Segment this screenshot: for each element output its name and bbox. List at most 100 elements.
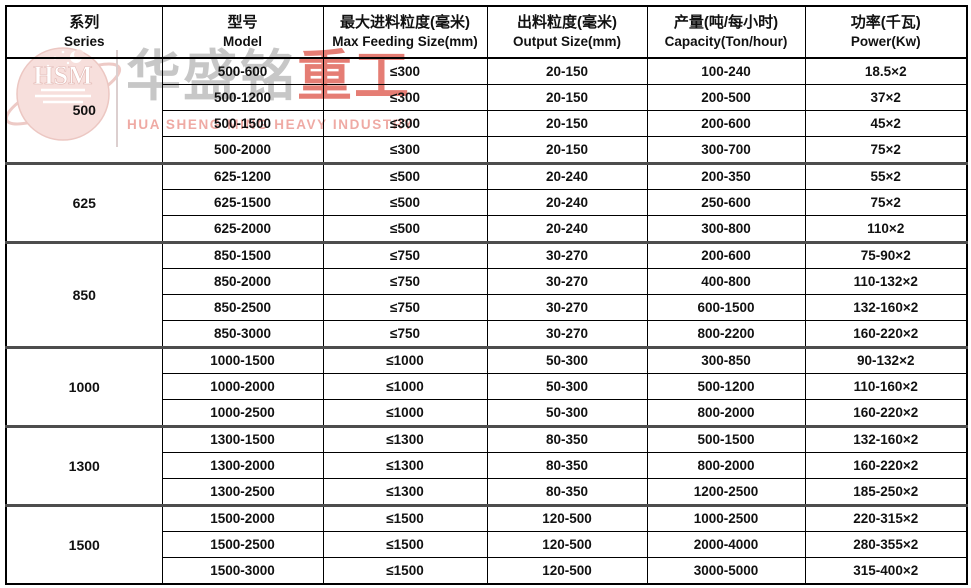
header-output: 出料粒度(毫米) Output Size(mm) [486, 5, 648, 59]
capacity-cell: 3000-5000 [646, 557, 806, 585]
output-cell: 20-150 [486, 83, 648, 112]
max-feeding-cell: ≤300 [322, 110, 488, 138]
capacity-cell: 200-600 [646, 110, 806, 138]
power-cell: 55×2 [804, 161, 968, 190]
capacity-cell: 400-800 [646, 267, 806, 296]
header-series: 系列 Series [5, 5, 163, 59]
capacity-cell: 100-240 [646, 57, 806, 85]
series-cell: 1000 [5, 345, 163, 427]
series-cell: 500 [5, 57, 163, 164]
table-row: 1000 1000-1500 ≤1000 50-300 300-850 90-132×2 [5, 345, 968, 427]
header-capacity-en: Capacity(Ton/hour) [664, 33, 788, 49]
table-row: 1300-2000 ≤1300 80-350 800-2000 160-220×2 [6, 451, 968, 480]
capacity-cell: 250-600 [646, 188, 806, 217]
series-cell: 625 [5, 161, 163, 243]
table-row: 850-2500 ≤750 30-270 600-1500 132-160×2 [6, 294, 968, 322]
model-cell: 1000-1500 [161, 345, 324, 375]
max-feeding-cell: ≤750 [322, 267, 488, 296]
max-feeding-cell: ≤1000 [322, 345, 488, 375]
series-cell: 1500 [5, 503, 163, 585]
model-cell: 850-1500 [161, 240, 324, 269]
table-row: 850-2000 ≤750 30-270 400-800 110-132×2 [6, 267, 968, 296]
model-cell: 625-1500 [161, 188, 324, 217]
output-cell: 20-150 [486, 110, 648, 138]
output-cell: 50-300 [486, 373, 648, 401]
power-cell: 75-90×2 [804, 240, 968, 269]
table-row: 625-2000 ≤500 20-240 300-800 110×2 [6, 215, 968, 243]
header-series-en: Series [63, 33, 105, 49]
header-power-cn: 功率(千瓦) [850, 14, 921, 32]
power-cell: 160-220×2 [804, 399, 968, 427]
series-cell: 850 [5, 240, 163, 348]
header-model-cn: 型号 [227, 14, 258, 32]
table-row: 1500-3000 ≤1500 120-500 3000-5000 315-400×2 [6, 557, 968, 585]
header-power-en: Power(Kw) [850, 33, 921, 49]
power-cell: 132-160×2 [804, 424, 968, 453]
header-output-cn: 出料粒度(毫米) [517, 14, 617, 32]
model-cell: 850-3000 [161, 320, 324, 348]
max-feeding-cell: ≤1500 [322, 530, 488, 559]
table-row: 500 500-600 ≤300 20-150 100-240 18.5×2 [5, 57, 968, 164]
max-feeding-cell: ≤1000 [322, 399, 488, 427]
header-model-en: Model [223, 33, 262, 49]
max-feeding-cell: ≤750 [322, 294, 488, 322]
model-cell: 1500-3000 [161, 557, 324, 585]
model-cell: 850-2500 [161, 294, 324, 322]
power-cell: 280-355×2 [804, 530, 968, 559]
capacity-cell: 300-850 [646, 345, 806, 375]
model-cell: 500-1200 [161, 83, 324, 112]
max-feeding-cell: ≤750 [322, 320, 488, 348]
power-cell: 315-400×2 [804, 557, 968, 585]
max-feeding-cell: ≤300 [322, 136, 488, 164]
power-cell: 160-220×2 [804, 320, 968, 348]
header-capacity-cn: 产量(吨/每小时) [673, 14, 779, 32]
spec-table: 系列 Series 型号 Model 最大进料粒度(毫米) Max Feedin… [5, 5, 968, 585]
power-cell: 132-160×2 [804, 294, 968, 322]
output-cell: 120-500 [486, 557, 648, 585]
model-cell: 625-2000 [161, 215, 324, 243]
capacity-cell: 300-800 [646, 215, 806, 243]
header-max-feeding-en: Max Feeding Size(mm) [332, 33, 478, 49]
capacity-cell: 1000-2500 [646, 503, 806, 532]
power-cell: 185-250×2 [804, 478, 968, 506]
header-series-cn: 系列 [69, 14, 100, 32]
model-cell: 500-2000 [161, 136, 324, 164]
model-cell: 1300-2000 [161, 451, 324, 480]
header-output-en: Output Size(mm) [513, 33, 621, 49]
capacity-cell: 500-1200 [646, 373, 806, 401]
power-cell: 75×2 [804, 136, 968, 164]
capacity-cell: 200-600 [646, 240, 806, 269]
header-model: 型号 Model [161, 5, 324, 59]
header-max-feeding-cn: 最大进料粒度(毫米) [340, 14, 470, 32]
table-body: 500 500-600 ≤300 20-150 100-240 18.5×2 500-120… [5, 57, 968, 585]
capacity-cell: 200-500 [646, 83, 806, 112]
output-cell: 20-150 [486, 136, 648, 164]
power-cell: 110-132×2 [804, 267, 968, 296]
output-cell: 30-270 [486, 267, 648, 296]
power-cell: 45×2 [804, 110, 968, 138]
table-row: 625 625-1200 ≤500 20-240 200-350 55×2 [5, 161, 968, 243]
table-row: 1500 1500-2000 ≤1500 120-500 1000-2500 220-31… [5, 503, 968, 585]
output-cell: 80-350 [486, 478, 648, 506]
capacity-cell: 600-1500 [646, 294, 806, 322]
max-feeding-cell: ≤1300 [322, 451, 488, 480]
table-row: 1500-2500 ≤1500 120-500 2000-4000 280-355×2 [6, 530, 968, 559]
model-cell: 500-1500 [161, 110, 324, 138]
header-row: 系列 Series 型号 Model 最大进料粒度(毫米) Max Feedin… [5, 5, 968, 59]
power-cell: 90-132×2 [804, 345, 968, 375]
model-cell: 625-1200 [161, 161, 324, 190]
capacity-cell: 300-700 [646, 136, 806, 164]
max-feeding-cell: ≤500 [322, 161, 488, 190]
output-cell: 50-300 [486, 345, 648, 375]
table-row: 1300 1300-1500 ≤1300 80-350 500-1500 132-160×… [5, 424, 968, 506]
output-cell: 20-240 [486, 161, 648, 190]
max-feeding-cell: ≤500 [322, 188, 488, 217]
capacity-cell: 500-1500 [646, 424, 806, 453]
power-cell: 220-315×2 [804, 503, 968, 532]
max-feeding-cell: ≤300 [322, 57, 488, 85]
model-cell: 1000-2000 [161, 373, 324, 401]
output-cell: 120-500 [486, 503, 648, 532]
max-feeding-cell: ≤300 [322, 83, 488, 112]
header-max-feeding: 最大进料粒度(毫米) Max Feeding Size(mm) [322, 5, 488, 59]
output-cell: 20-150 [486, 57, 648, 85]
